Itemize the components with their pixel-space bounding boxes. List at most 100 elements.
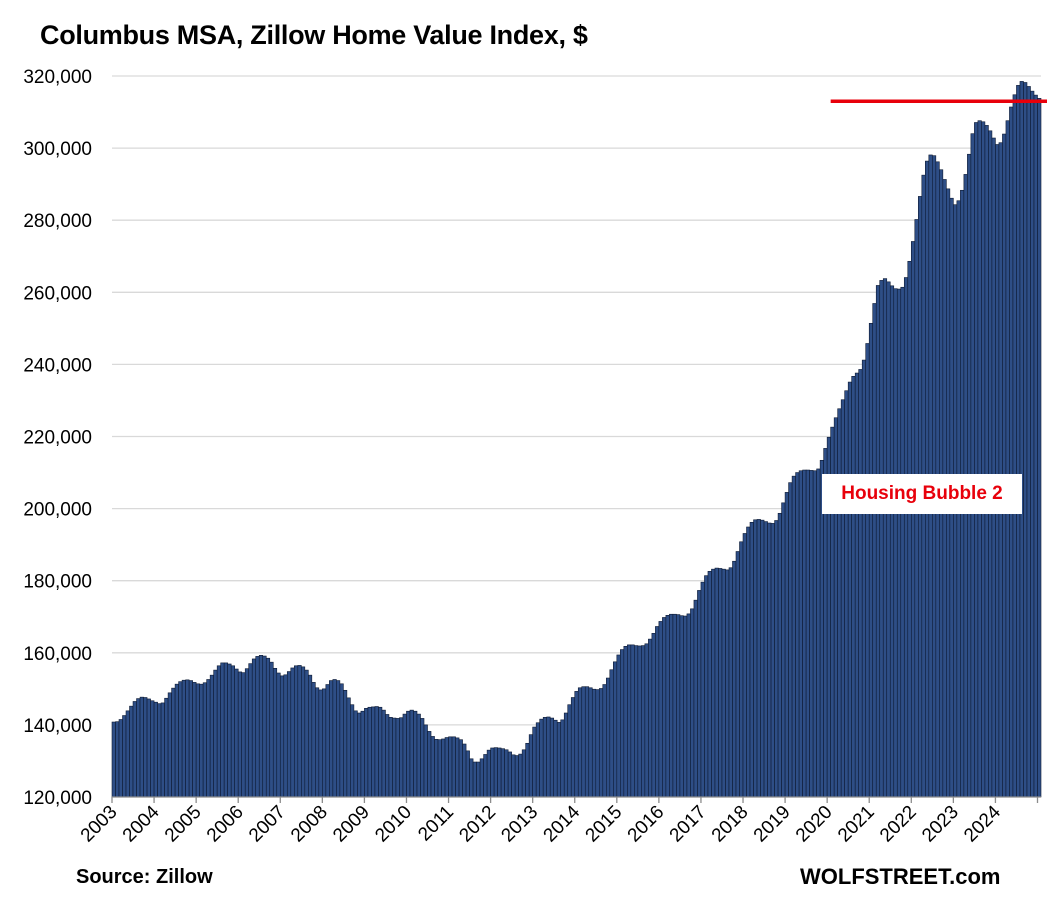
bar <box>756 519 761 798</box>
bar <box>160 702 165 798</box>
bar <box>676 614 681 798</box>
bar <box>325 684 330 798</box>
bar <box>655 626 660 798</box>
bar <box>662 617 667 798</box>
bar <box>283 674 288 798</box>
x-tick-label: 2011 <box>414 802 458 846</box>
bar <box>115 721 120 798</box>
bar <box>809 470 814 798</box>
bar <box>441 738 446 798</box>
bar <box>381 709 386 798</box>
bar <box>802 469 807 798</box>
bar <box>837 408 842 798</box>
y-tick-label: 160,000 <box>23 644 92 665</box>
bar <box>879 280 884 798</box>
bar <box>136 698 141 798</box>
bar <box>686 613 691 798</box>
bar <box>521 749 526 798</box>
bar <box>634 645 639 798</box>
bar <box>220 662 225 798</box>
bar <box>767 522 772 798</box>
x-tick-label: 2016 <box>624 802 669 847</box>
bar <box>735 551 740 798</box>
x-tick-label: 2006 <box>203 802 248 847</box>
bar <box>427 731 432 798</box>
x-tick-label: 2005 <box>161 802 206 847</box>
bar <box>567 704 572 798</box>
bar <box>167 692 172 798</box>
bar <box>981 121 986 798</box>
bar <box>500 748 505 798</box>
bar <box>700 581 705 798</box>
bar <box>339 683 344 798</box>
bar <box>984 125 989 798</box>
bar <box>630 644 635 798</box>
bar <box>613 661 618 798</box>
bar <box>707 571 712 798</box>
bar <box>353 710 358 798</box>
bar <box>549 717 555 798</box>
bar <box>444 737 449 798</box>
bar <box>230 665 236 798</box>
bar <box>605 677 611 798</box>
bar <box>574 691 579 798</box>
bar <box>525 742 530 798</box>
bar <box>269 661 274 798</box>
bar <box>122 715 127 798</box>
x-tick-label: 2020 <box>792 802 837 847</box>
bar <box>255 656 260 798</box>
bar <box>143 697 148 798</box>
bar <box>591 688 597 798</box>
bar <box>721 568 726 798</box>
x-tick-label: 2014 <box>540 801 585 846</box>
bar <box>262 655 267 798</box>
bar <box>581 686 586 798</box>
bar <box>458 739 463 798</box>
bar <box>651 633 656 798</box>
x-tick-label: 2007 <box>245 802 290 847</box>
y-tick-label: 180,000 <box>23 572 92 593</box>
bar <box>423 724 428 798</box>
bar <box>770 523 775 798</box>
x-tick-label: 2017 <box>666 802 711 847</box>
bar <box>402 713 407 798</box>
bar <box>777 512 782 798</box>
bar <box>367 706 372 798</box>
bar <box>746 526 751 798</box>
x-tick-label: 2024 <box>960 801 1005 846</box>
bar <box>679 615 684 798</box>
bar <box>181 679 186 798</box>
bar <box>504 749 509 798</box>
bar <box>805 469 810 798</box>
x-tick-label: 2012 <box>455 802 500 847</box>
bar <box>357 712 362 798</box>
bar <box>714 567 719 798</box>
bar <box>854 372 860 798</box>
bar <box>798 470 803 798</box>
bar <box>563 712 569 798</box>
y-tick-label: 320,000 <box>23 67 92 88</box>
bar <box>364 708 369 798</box>
bar <box>556 722 562 798</box>
bar <box>332 679 337 798</box>
bar <box>374 706 379 798</box>
bar <box>392 717 397 798</box>
bar <box>616 654 621 798</box>
bar <box>584 686 590 798</box>
bar <box>693 599 698 798</box>
bar <box>728 567 733 798</box>
bar <box>139 696 144 798</box>
bar <box>472 761 477 798</box>
bar <box>781 502 786 798</box>
bar <box>893 288 898 798</box>
bar <box>388 717 393 798</box>
bar <box>602 684 607 798</box>
bar <box>171 687 176 798</box>
bar <box>669 613 674 798</box>
bar <box>542 717 548 798</box>
bar <box>788 482 793 798</box>
bar <box>451 736 456 798</box>
bar <box>251 658 257 798</box>
bar <box>150 700 155 798</box>
